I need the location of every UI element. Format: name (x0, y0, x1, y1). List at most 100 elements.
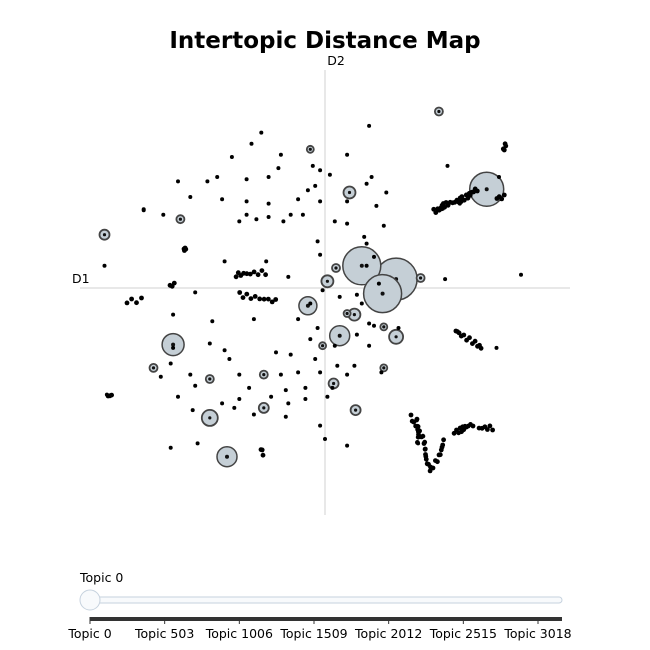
cluster-point[interactable] (244, 271, 250, 277)
topic-point[interactable] (300, 212, 305, 217)
topic-bubble-center[interactable] (484, 187, 489, 192)
topic-point[interactable] (266, 175, 271, 179)
topic-point[interactable] (244, 212, 249, 217)
topic-point[interactable] (323, 437, 327, 441)
cluster-point[interactable] (247, 271, 253, 277)
topic-point[interactable] (335, 363, 340, 368)
cluster-point[interactable] (433, 210, 439, 216)
topic-point[interactable] (318, 370, 323, 375)
cluster-point[interactable] (474, 188, 480, 194)
topic-point[interactable] (188, 372, 193, 377)
topic-point[interactable] (276, 166, 281, 171)
cluster-point[interactable] (437, 452, 443, 458)
topic-point[interactable] (222, 348, 227, 353)
topic-point[interactable] (320, 288, 325, 293)
topic-point[interactable] (416, 441, 421, 446)
slider-tick-label[interactable]: Topic 503 (134, 626, 194, 641)
topic-point[interactable] (215, 175, 220, 179)
topic-point[interactable] (281, 219, 286, 224)
topic-bubble-center[interactable] (208, 377, 212, 381)
cluster-point[interactable] (233, 274, 239, 280)
topic-bubble-center[interactable] (359, 263, 364, 268)
cluster-point[interactable] (139, 295, 144, 301)
topic-bubble-center[interactable] (151, 366, 156, 370)
topic-bubble-center[interactable] (334, 266, 338, 270)
topic-point[interactable] (274, 350, 278, 355)
cluster-point[interactable] (503, 143, 509, 149)
cluster-point[interactable] (470, 423, 476, 429)
topic-point[interactable] (205, 179, 210, 184)
topic-point[interactable] (364, 181, 369, 186)
cluster-point[interactable] (478, 345, 484, 351)
topic-point[interactable] (161, 212, 166, 217)
cluster-point[interactable] (435, 459, 440, 465)
topic-point[interactable] (359, 301, 364, 306)
topic-point[interactable] (396, 326, 401, 330)
topic-point[interactable] (171, 345, 176, 350)
topic-point[interactable] (367, 123, 372, 128)
cluster-point[interactable] (109, 392, 114, 398)
topic-point[interactable] (367, 321, 372, 326)
cluster-point[interactable] (459, 194, 465, 200)
topic-bubble-center[interactable] (308, 147, 312, 151)
topic-point[interactable] (171, 312, 176, 317)
topic-point[interactable] (372, 323, 376, 328)
topic-point[interactable] (141, 208, 146, 213)
topic-point[interactable] (210, 319, 215, 324)
topic-point[interactable] (266, 201, 271, 206)
slider-handle[interactable] (79, 589, 101, 611)
cluster-point[interactable] (260, 452, 266, 458)
topic-point[interactable] (249, 141, 254, 146)
topic-point[interactable] (296, 370, 301, 375)
cluster-point[interactable] (129, 296, 135, 302)
slider-tick-label[interactable]: Topic 3018 (503, 626, 571, 641)
topic-point[interactable] (445, 163, 450, 168)
topic-point[interactable] (102, 263, 107, 268)
cluster-point[interactable] (442, 204, 447, 210)
topic-point[interactable] (369, 175, 374, 179)
cluster-point[interactable] (273, 297, 279, 302)
cluster-point[interactable] (501, 192, 507, 198)
topic-point[interactable] (254, 217, 259, 222)
cluster-point[interactable] (255, 272, 261, 278)
cluster-point[interactable] (244, 291, 250, 297)
topic-point[interactable] (384, 190, 389, 195)
topic-bubble-center[interactable] (382, 325, 386, 329)
topic-point[interactable] (190, 408, 195, 413)
topic-point[interactable] (251, 317, 256, 322)
topic-point[interactable] (269, 394, 274, 399)
cluster-point[interactable] (240, 295, 246, 300)
cluster-point[interactable] (408, 412, 414, 418)
cluster-point[interactable] (490, 427, 495, 433)
topic-point[interactable] (372, 254, 376, 259)
topic-point[interactable] (308, 301, 313, 306)
topic-point[interactable] (168, 445, 173, 450)
cluster-point[interactable] (451, 430, 457, 436)
topic-point[interactable] (308, 337, 313, 342)
topic-point[interactable] (318, 199, 323, 204)
topic-point[interactable] (345, 152, 350, 157)
topic-point[interactable] (364, 263, 369, 268)
topic-point[interactable] (288, 352, 293, 357)
slider-tick-label[interactable]: Topic 1006 (205, 626, 273, 641)
topic-point[interactable] (379, 370, 384, 375)
topic-point[interactable] (286, 274, 291, 279)
topic-bubble-center[interactable] (102, 233, 107, 237)
topic-point[interactable] (222, 259, 227, 264)
cluster-point[interactable] (472, 338, 478, 344)
topic-point[interactable] (494, 345, 499, 350)
topic-point[interactable] (374, 203, 379, 208)
topic-point[interactable] (283, 388, 288, 393)
cluster-point[interactable] (269, 299, 275, 305)
topic-point[interactable] (193, 383, 198, 388)
topic-point[interactable] (325, 394, 330, 399)
topic-point[interactable] (207, 341, 212, 346)
topic-point[interactable] (318, 168, 323, 173)
topic-point[interactable] (354, 292, 359, 297)
cluster-point[interactable] (467, 335, 472, 341)
cluster-point[interactable] (183, 246, 189, 252)
cluster-point[interactable] (461, 197, 467, 203)
topic-point[interactable] (303, 385, 308, 390)
slider-rail[interactable] (89, 596, 563, 604)
topic-point[interactable] (278, 152, 283, 157)
